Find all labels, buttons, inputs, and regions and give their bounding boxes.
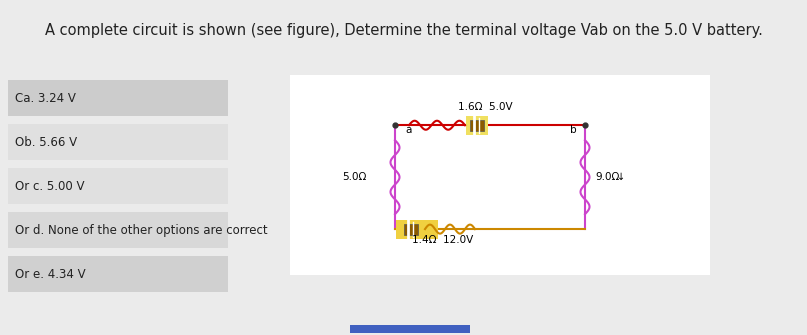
Text: Ob. 5.66 V: Ob. 5.66 V xyxy=(15,136,77,149)
FancyBboxPatch shape xyxy=(8,80,228,116)
FancyBboxPatch shape xyxy=(8,256,228,292)
Text: 5.0Ω: 5.0Ω xyxy=(343,172,367,182)
Text: Or c. 5.00 V: Or c. 5.00 V xyxy=(15,180,85,193)
Text: 1.6Ω  5.0V: 1.6Ω 5.0V xyxy=(458,102,512,112)
Text: 1.4Ω  12.0V: 1.4Ω 12.0V xyxy=(412,235,473,245)
Text: Or e. 4.34 V: Or e. 4.34 V xyxy=(15,268,86,281)
FancyBboxPatch shape xyxy=(404,224,418,234)
FancyBboxPatch shape xyxy=(290,75,710,275)
FancyBboxPatch shape xyxy=(8,124,228,160)
FancyBboxPatch shape xyxy=(470,120,484,131)
Text: 9.0Ω: 9.0Ω xyxy=(595,172,620,182)
Text: a: a xyxy=(405,125,412,135)
FancyBboxPatch shape xyxy=(8,168,228,204)
FancyBboxPatch shape xyxy=(466,116,488,135)
Text: Ca. 3.24 V: Ca. 3.24 V xyxy=(15,92,76,105)
Text: A complete circuit is shown (see figure), Determine the terminal voltage Vab on : A complete circuit is shown (see figure)… xyxy=(44,23,763,38)
FancyBboxPatch shape xyxy=(8,212,228,248)
FancyBboxPatch shape xyxy=(350,325,470,333)
FancyBboxPatch shape xyxy=(396,220,438,239)
Text: ↓: ↓ xyxy=(617,172,625,182)
Text: Or d. None of the other options are correct: Or d. None of the other options are corr… xyxy=(15,224,268,237)
Text: b: b xyxy=(571,125,577,135)
